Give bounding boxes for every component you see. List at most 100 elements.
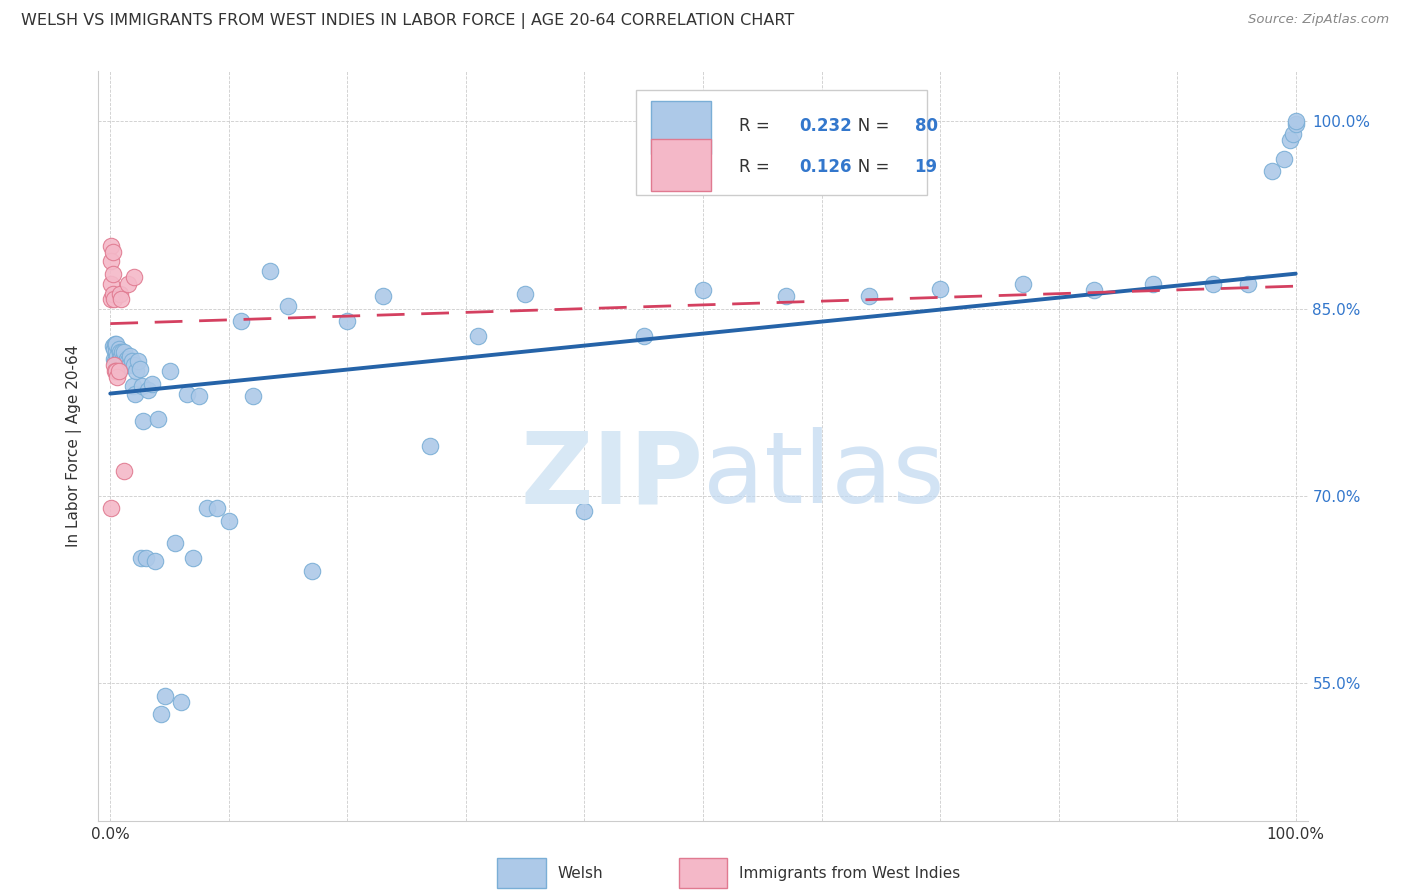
Point — [105, 345, 128, 359]
Point — [104, 364, 127, 378]
Point — [120, 349, 142, 363]
Point — [108, 351, 131, 366]
Point — [301, 564, 323, 578]
Text: 0.126: 0.126 — [800, 158, 852, 176]
Point — [100, 277, 122, 291]
Point — [197, 501, 219, 516]
Point — [229, 314, 252, 328]
Point — [135, 551, 157, 566]
Point — [100, 239, 122, 253]
Point — [1202, 277, 1225, 291]
Point — [117, 354, 139, 368]
Point — [105, 370, 128, 384]
Point — [103, 342, 125, 356]
Point — [114, 464, 136, 478]
Point — [121, 379, 143, 393]
Point — [1278, 133, 1301, 147]
Point — [105, 349, 128, 363]
Point — [121, 354, 143, 368]
Point — [131, 379, 153, 393]
Text: WELSH VS IMMIGRANTS FROM WEST INDIES IN LABOR FORCE | AGE 20-64 CORRELATION CHAR: WELSH VS IMMIGRANTS FROM WEST INDIES IN … — [21, 13, 794, 29]
Point — [114, 345, 136, 359]
Point — [100, 501, 122, 516]
Point — [419, 439, 441, 453]
Point — [141, 376, 163, 391]
Point — [129, 551, 152, 566]
Text: N =: N = — [842, 117, 894, 135]
Point — [101, 267, 124, 281]
Point — [136, 383, 159, 397]
Point — [107, 361, 129, 376]
Point — [1237, 277, 1260, 291]
Bar — [679, 858, 727, 888]
Point — [111, 345, 134, 359]
Bar — [651, 139, 711, 191]
Point — [277, 299, 299, 313]
Point — [115, 351, 138, 366]
Point — [858, 289, 880, 303]
Point — [181, 551, 204, 566]
Point — [100, 254, 122, 268]
Text: 80: 80 — [915, 117, 938, 135]
Point — [1142, 277, 1164, 291]
FancyBboxPatch shape — [637, 90, 927, 195]
Point — [1272, 152, 1295, 166]
Point — [574, 504, 596, 518]
Point — [105, 354, 128, 368]
Point — [127, 354, 149, 368]
Point — [176, 386, 198, 401]
Point — [104, 354, 127, 368]
Point — [110, 349, 132, 363]
Point — [467, 329, 489, 343]
Point — [103, 351, 125, 366]
Text: 0.232: 0.232 — [800, 117, 852, 135]
Point — [132, 414, 155, 428]
Point — [122, 270, 145, 285]
Point — [1261, 164, 1284, 178]
Point — [118, 358, 141, 372]
Point — [1282, 127, 1305, 141]
Y-axis label: In Labor Force | Age 20-64: In Labor Force | Age 20-64 — [66, 345, 83, 547]
Text: N =: N = — [842, 158, 894, 176]
Point — [692, 283, 714, 297]
Point — [110, 292, 132, 306]
Point — [105, 364, 128, 378]
Text: 0.0%: 0.0% — [91, 827, 129, 842]
Point — [124, 386, 146, 401]
Point — [107, 342, 129, 356]
Point — [1285, 114, 1308, 128]
Point — [515, 286, 537, 301]
Point — [371, 289, 394, 303]
Point — [125, 364, 148, 378]
Point — [122, 358, 145, 372]
Point — [101, 286, 124, 301]
Point — [1285, 117, 1308, 131]
Point — [188, 389, 211, 403]
Point — [114, 354, 136, 368]
Text: 100.0%: 100.0% — [1267, 827, 1324, 842]
Point — [150, 707, 173, 722]
Point — [100, 292, 122, 306]
Point — [1012, 277, 1035, 291]
Text: ZIP: ZIP — [520, 427, 703, 524]
Point — [153, 689, 176, 703]
Point — [108, 345, 131, 359]
Point — [259, 264, 281, 278]
Text: 19: 19 — [915, 158, 938, 176]
Text: R =: R = — [740, 117, 775, 135]
Point — [129, 361, 152, 376]
Point — [110, 354, 132, 368]
Point — [107, 354, 129, 368]
Point — [205, 501, 228, 516]
Text: R =: R = — [740, 158, 775, 176]
Point — [112, 351, 135, 366]
Point — [165, 536, 187, 550]
Point — [105, 336, 128, 351]
Point — [1083, 283, 1105, 297]
Point — [101, 339, 124, 353]
Bar — [651, 102, 711, 153]
Point — [633, 329, 655, 343]
Point — [111, 354, 134, 368]
Text: Immigrants from West Indies: Immigrants from West Indies — [740, 865, 960, 880]
Point — [775, 289, 797, 303]
